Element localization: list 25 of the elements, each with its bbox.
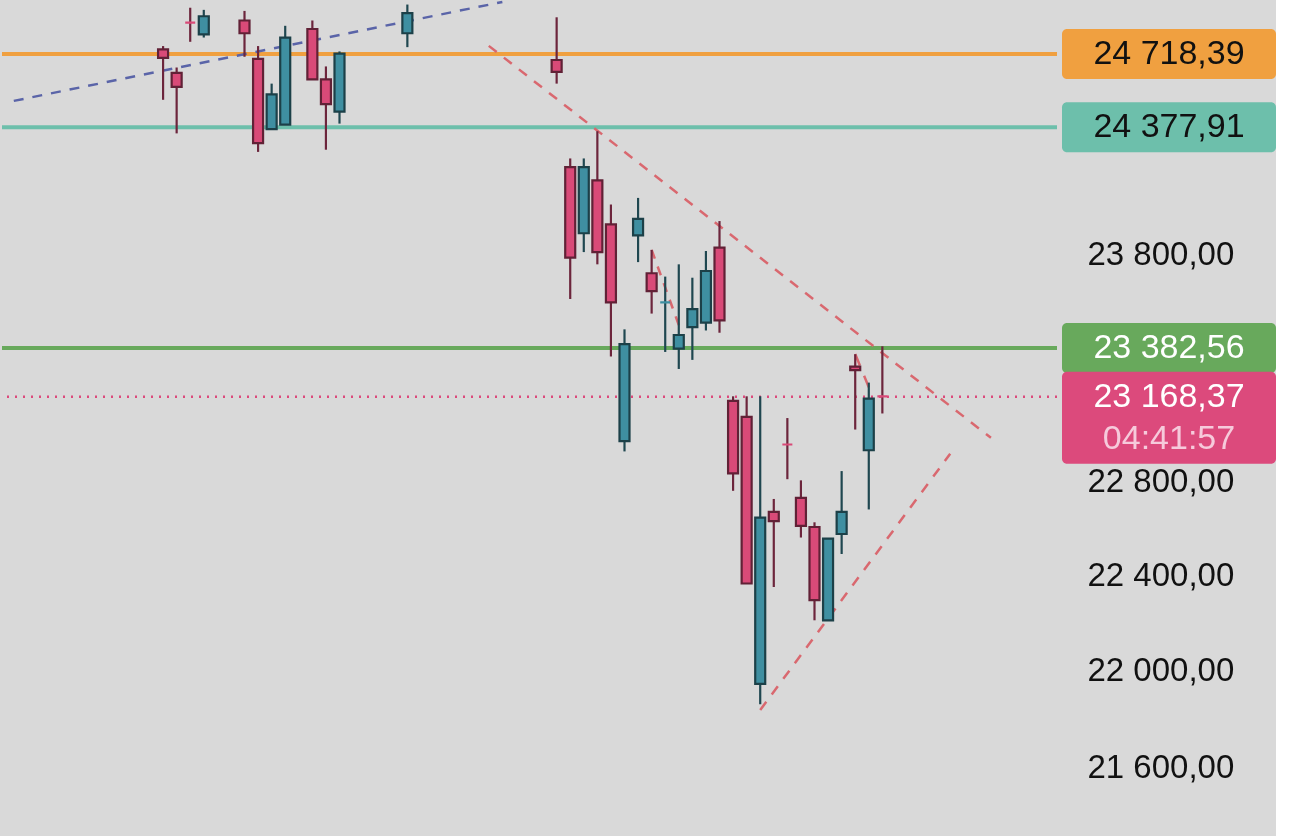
candlestick xyxy=(767,497,780,589)
candlestick xyxy=(401,3,414,49)
candlestick xyxy=(686,276,699,361)
candlestick xyxy=(238,9,251,58)
candlestick xyxy=(631,196,645,264)
y-tick-label: 22 400,00 xyxy=(1087,555,1235,593)
y-tick-label: 23 800,00 xyxy=(1087,234,1235,272)
candlestick xyxy=(645,248,658,315)
ref-line-label: 23 382,56 xyxy=(1093,326,1245,365)
candlestick xyxy=(170,66,183,135)
candlestick xyxy=(781,416,794,481)
candlestick xyxy=(672,263,685,371)
candlestick xyxy=(184,6,197,43)
ref-line-label: 24 718,39 xyxy=(1093,32,1245,71)
ref-line-label: 23 168,37 xyxy=(1093,375,1245,414)
text: 04:41:57 xyxy=(1102,417,1236,456)
candlestick xyxy=(835,469,848,556)
candlestick xyxy=(550,16,563,85)
ref-line-label: 24 377,91 xyxy=(1093,106,1245,145)
y-tick-label: 22 000,00 xyxy=(1087,651,1235,689)
candlestick xyxy=(197,8,210,39)
candlestick xyxy=(156,44,170,101)
y-tick-label: 22 800,00 xyxy=(1087,462,1235,500)
y-tick-label: 21 600,00 xyxy=(1087,748,1235,786)
candlestick xyxy=(659,275,672,354)
